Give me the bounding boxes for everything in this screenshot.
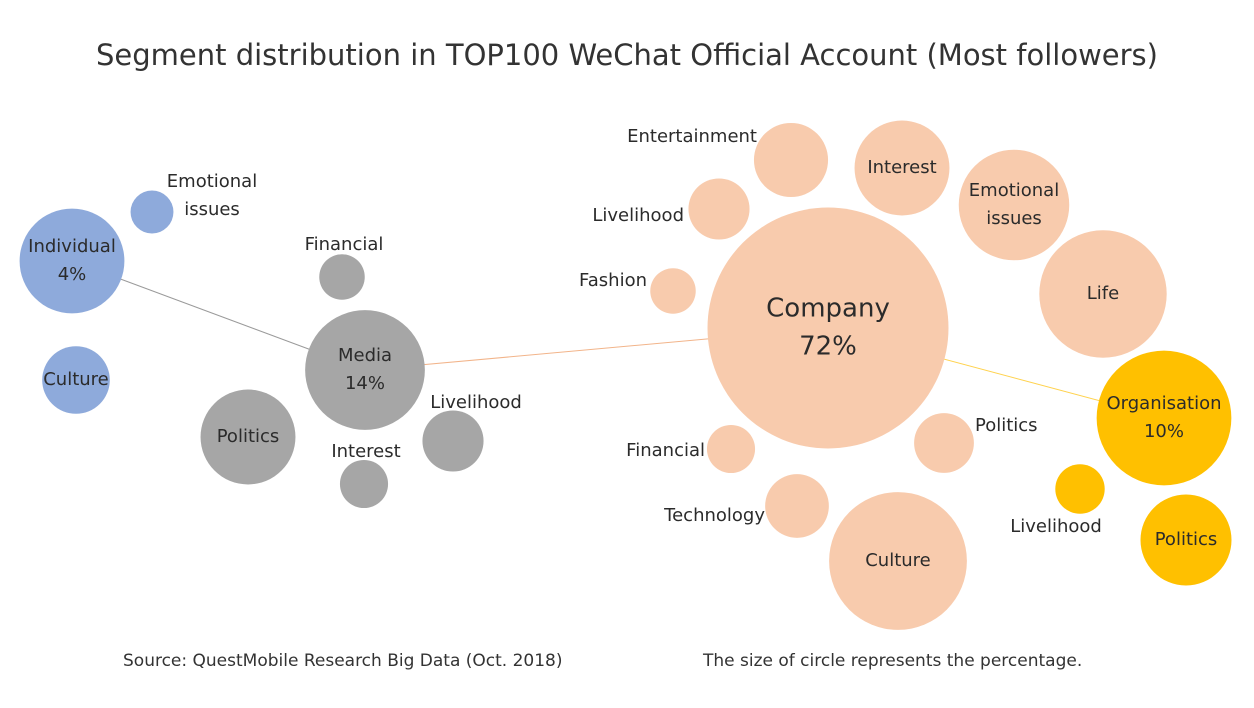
segment-company-entertainment: Entertainment [627, 122, 829, 198]
segment-bubble [914, 413, 974, 473]
segment-label: issues [184, 199, 240, 220]
segment-label: Politics [1155, 529, 1218, 550]
segment-bubble [753, 122, 829, 198]
segment-label: Culture [865, 550, 931, 571]
segment-label: Politics [217, 426, 280, 447]
segment-company-livelihood: Livelihood [592, 178, 750, 240]
segment-bubble [319, 254, 365, 300]
category-label: Company [766, 294, 890, 324]
segment-bubble [42, 346, 110, 414]
segment-label: Livelihood [1010, 516, 1102, 537]
category-media: Media 14% [305, 310, 425, 430]
segment-organisation-livelihood: Livelihood [1010, 464, 1105, 537]
segment-company-interest: Interest [854, 120, 950, 216]
segment-bubble [422, 410, 484, 472]
segment-bubble [1039, 230, 1167, 358]
segment-label: Livelihood [430, 392, 522, 413]
category-label: Individual [28, 236, 116, 257]
segment-bubble [765, 474, 829, 538]
segment-company-emotional-issues: Emotional issues [958, 149, 1070, 261]
segment-organisation-politics: Politics [1140, 494, 1232, 586]
category-company: Company 72% [707, 207, 949, 449]
category-value-label: 14% [345, 373, 385, 394]
segment-label: issues [986, 208, 1042, 229]
segment-bubble [854, 120, 950, 216]
segment-company-life: Life [1039, 230, 1167, 358]
segment-label: Technology [663, 505, 765, 526]
segment-label: Financial [626, 440, 705, 461]
segment-label: Interest [867, 157, 936, 178]
segment-media-financial: Financial [305, 234, 384, 300]
size-note: The size of circle represents the percen… [703, 651, 1083, 671]
segment-bubble [1055, 464, 1105, 514]
segment-bubble [1140, 494, 1232, 586]
segment-individual-emotional-issues: Emotional issues [130, 171, 257, 234]
segment-company-technology: Technology [663, 474, 829, 538]
category-bubble [707, 207, 949, 449]
category-value-label: 10% [1144, 421, 1184, 442]
segment-bubble [829, 492, 967, 630]
category-value-label: 72% [799, 332, 857, 362]
category-bubble [19, 208, 125, 314]
segment-label: Politics [975, 415, 1038, 436]
segment-label: Culture [43, 369, 109, 390]
category-value-label: 4% [58, 264, 87, 285]
segment-label: Interest [331, 441, 400, 462]
segment-bubble [339, 459, 389, 509]
segment-label: Life [1087, 283, 1119, 304]
segment-media-livelihood: Livelihood [422, 392, 522, 472]
source-note: Source: QuestMobile Research Big Data (O… [123, 651, 563, 671]
segment-company-fashion: Fashion [579, 268, 696, 314]
category-bubble [305, 310, 425, 430]
segment-media-politics: Politics [200, 389, 296, 485]
segment-media-interest: Interest [331, 441, 401, 509]
segment-label: Entertainment [627, 126, 757, 147]
segment-individual-culture: Culture [42, 346, 110, 414]
segment-bubble [706, 424, 756, 474]
segment-company-politics: Politics [914, 413, 1038, 473]
segment-bubble [958, 149, 1070, 261]
segment-label: Emotional [969, 180, 1059, 201]
segment-label: Financial [305, 234, 384, 255]
category-label: Media [338, 345, 392, 366]
segment-bubble [688, 178, 750, 240]
category-label: Organisation [1106, 393, 1221, 414]
chart-title: Segment distribution in TOP100 WeChat Of… [96, 38, 1158, 72]
segment-bubble [200, 389, 296, 485]
segment-label: Livelihood [592, 205, 684, 226]
segment-bubble [650, 268, 696, 314]
category-individual: Individual 4% [19, 208, 125, 314]
category-bubble [1096, 350, 1232, 486]
segment-company-culture: Culture [829, 492, 967, 630]
category-organisation: Organisation 10% [1096, 350, 1232, 486]
segment-bubble [130, 190, 174, 234]
segment-company-financial: Financial [626, 424, 756, 474]
segment-label: Emotional [167, 171, 257, 192]
segment-label: Fashion [579, 270, 647, 291]
